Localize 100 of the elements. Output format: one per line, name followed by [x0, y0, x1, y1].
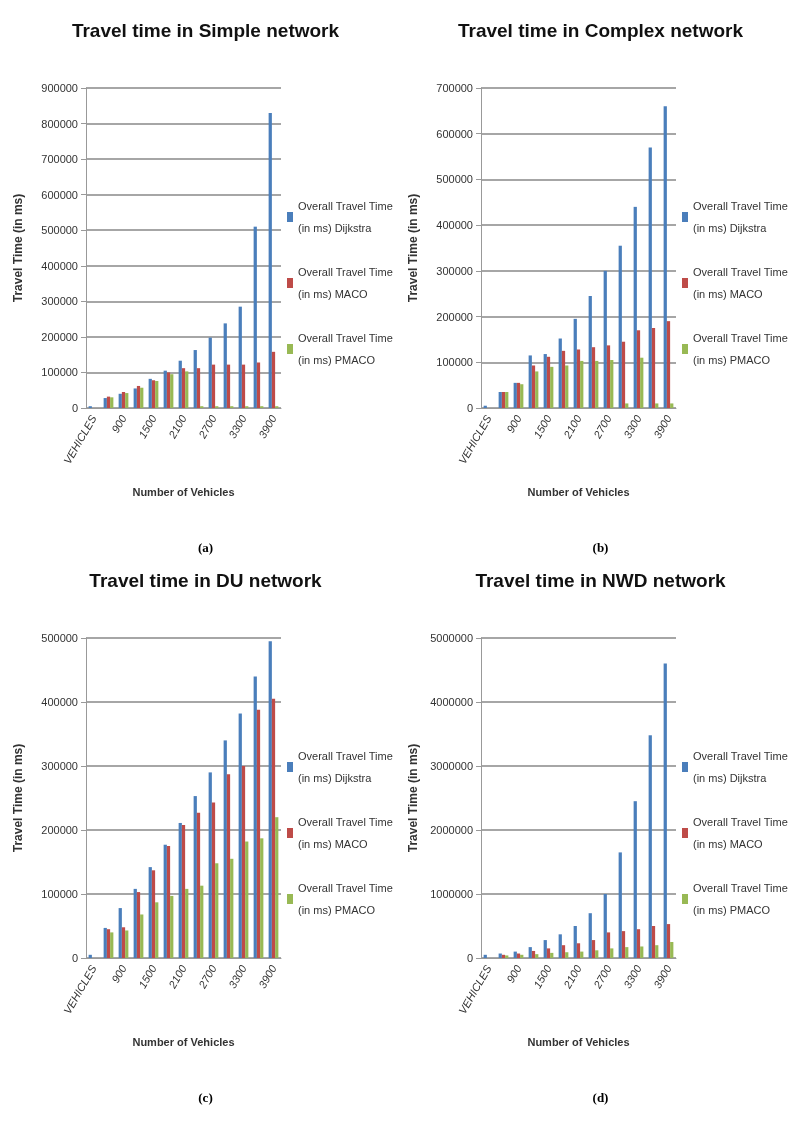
- legend-label: Overall Travel Time (in ms) Dijkstra: [298, 750, 396, 784]
- bar: [110, 932, 114, 958]
- bar: [588, 296, 592, 408]
- bar: [670, 403, 674, 408]
- x-tick-label: 900: [109, 962, 130, 985]
- bar: [603, 270, 607, 408]
- bar: [636, 929, 641, 958]
- bar: [520, 954, 524, 958]
- y-tick-label: 700000: [436, 82, 473, 94]
- bar: [148, 378, 152, 408]
- bar: [256, 709, 261, 958]
- bar: [633, 206, 637, 408]
- x-tick-label: 900: [504, 412, 525, 435]
- bar: [133, 388, 137, 408]
- bar: [513, 382, 517, 408]
- bar: [505, 392, 509, 408]
- y-tick-label: 800000: [41, 117, 78, 130]
- bar: [561, 350, 566, 408]
- bar: [211, 802, 216, 958]
- bar: [110, 397, 114, 408]
- bar: [535, 954, 539, 958]
- bar: [151, 380, 156, 408]
- bar: [621, 931, 626, 958]
- bar: [576, 349, 581, 408]
- y-tick-label: 500000: [41, 224, 78, 237]
- y-tick-label: 600000: [436, 127, 473, 140]
- bar: [535, 371, 539, 408]
- bar: [208, 337, 212, 408]
- x-tick-label: 900: [504, 962, 525, 985]
- chart-title: Travel time in Complex network: [457, 20, 744, 41]
- bar: [550, 366, 554, 408]
- bar: [148, 867, 152, 958]
- y-axis-title: Travel Time (in ms): [406, 193, 420, 303]
- bar: [181, 368, 186, 408]
- bar: [610, 948, 614, 958]
- bar: [155, 902, 159, 958]
- legend-label: Overall Travel Time (in ms) MACO: [298, 266, 396, 300]
- bar: [253, 226, 257, 408]
- bar: [625, 403, 629, 408]
- bar: [588, 913, 592, 958]
- bar: [155, 380, 159, 408]
- bar: [170, 895, 174, 958]
- legend-label: Overall Travel Time (in ms) MACO: [693, 266, 791, 300]
- y-tick-label: 0: [71, 952, 78, 964]
- y-tick-label: 100000: [41, 366, 78, 379]
- bar: [118, 393, 122, 408]
- bar: [655, 403, 659, 408]
- bar: [531, 950, 536, 958]
- bar: [648, 735, 652, 958]
- bar: [636, 330, 641, 408]
- bar: [118, 908, 122, 958]
- bar: [558, 338, 562, 408]
- bar: [565, 952, 569, 958]
- bar: [211, 364, 216, 408]
- bar: [595, 360, 599, 408]
- y-tick-label: 500000: [41, 632, 78, 644]
- bar: [121, 392, 126, 408]
- bar: [561, 945, 566, 958]
- bar: [178, 822, 182, 958]
- bar: [483, 954, 487, 958]
- y-tick-label: 200000: [436, 310, 473, 323]
- bar: [241, 364, 246, 408]
- bar: [651, 328, 656, 408]
- bar: [498, 392, 502, 408]
- bar: [663, 106, 667, 408]
- bar: [651, 926, 656, 958]
- bar: [256, 362, 261, 408]
- bar: [238, 306, 242, 408]
- legend-label: Overall Travel Time (in ms) MACO: [298, 816, 396, 850]
- bar: [591, 347, 596, 408]
- bar: [663, 663, 667, 958]
- bar: [640, 357, 644, 408]
- bar: [546, 356, 551, 408]
- y-tick-label: 300000: [436, 264, 473, 277]
- bar: [238, 713, 242, 958]
- bar: [565, 365, 569, 408]
- bar: [241, 766, 246, 958]
- chart-title: Travel time in Simple network: [71, 20, 340, 41]
- bar: [666, 924, 671, 958]
- bar: [546, 948, 551, 958]
- bar: [618, 245, 622, 408]
- bar: [223, 323, 227, 408]
- bar: [140, 914, 144, 958]
- text: (c): [198, 1090, 213, 1105]
- y-tick-label: 900000: [41, 82, 78, 94]
- x-axis-title: Number of Vehicles: [132, 485, 235, 498]
- bar: [163, 370, 167, 408]
- bar: [181, 824, 186, 958]
- x-tick-label: 900: [109, 412, 130, 435]
- bar: [208, 772, 212, 958]
- bar: [633, 801, 637, 958]
- text: (a): [197, 540, 214, 555]
- text: (b): [592, 540, 609, 555]
- bar: [591, 940, 596, 958]
- bar: [275, 817, 279, 958]
- bar: [271, 351, 276, 408]
- bar: [666, 321, 671, 408]
- bar: [185, 371, 189, 408]
- bar: [531, 365, 536, 408]
- x-axis-title: Number of Vehicles: [132, 1035, 235, 1048]
